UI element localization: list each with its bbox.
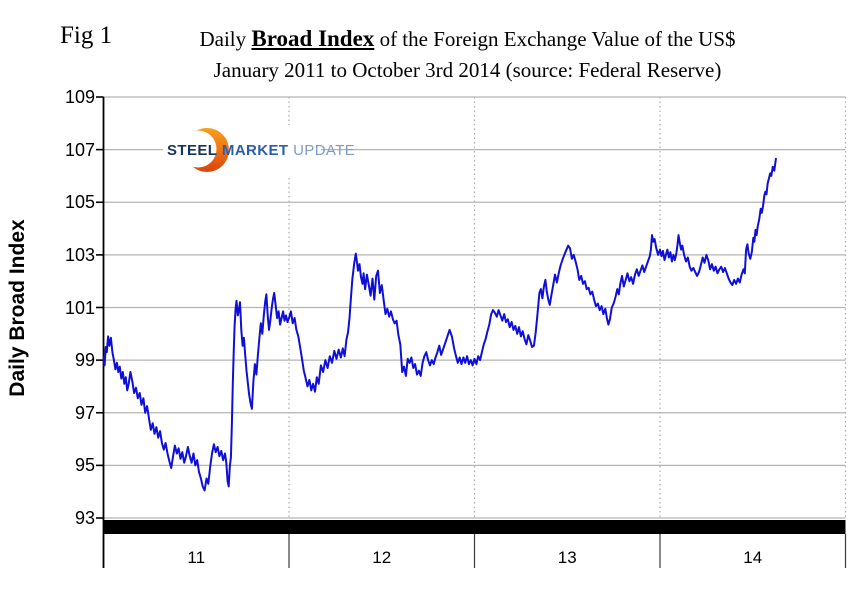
y-tick-label-99: 99 bbox=[74, 350, 95, 371]
broad-index-data-line bbox=[102, 157, 777, 492]
y-tick-label-109: 109 bbox=[64, 87, 95, 107]
y-tick-label-107: 107 bbox=[64, 139, 95, 160]
logo-word-market: MARKET bbox=[221, 142, 289, 159]
logo-crescent-icon bbox=[179, 128, 229, 172]
figure-number-label: Fig 1 bbox=[60, 22, 113, 49]
logo-word-steel: STEEL bbox=[167, 142, 218, 159]
chart-subtitle: January 2011 to October 3rd 2014 (source… bbox=[213, 58, 722, 82]
x-year-label-14: 14 bbox=[743, 548, 763, 567]
chart-title-block: Daily Broad Index of the Foreign Exchang… bbox=[140, 23, 795, 86]
logo-crescent-inner bbox=[179, 130, 217, 168]
logo-word-update: UPDATE bbox=[293, 142, 356, 159]
chart-title-emphasis: Broad Index bbox=[251, 26, 375, 51]
y-tick-label-105: 105 bbox=[64, 192, 95, 213]
y-tick-label-103: 103 bbox=[64, 244, 95, 265]
y-tick-label-97: 97 bbox=[74, 402, 95, 423]
x-year-label-11: 11 bbox=[187, 548, 206, 567]
chart-title-suffix: of the Foreign Exchange Value of the US$ bbox=[374, 27, 736, 51]
y-tick-label-93: 93 bbox=[74, 508, 95, 528]
chart-title: Daily Broad Index of the Foreign Exchang… bbox=[140, 23, 795, 55]
y-tick-label-101: 101 bbox=[64, 297, 95, 318]
y-tick-label-95: 95 bbox=[74, 455, 95, 476]
x-year-label-12: 12 bbox=[372, 548, 392, 567]
steel-market-update-logo: STEEL MARKET UPDATE bbox=[163, 125, 355, 175]
x-year-label-13: 13 bbox=[557, 548, 577, 567]
logo-text: STEEL MARKET UPDATE bbox=[167, 142, 355, 159]
chart-title-prefix: Daily bbox=[199, 27, 252, 51]
x-axis-band bbox=[103, 520, 846, 534]
